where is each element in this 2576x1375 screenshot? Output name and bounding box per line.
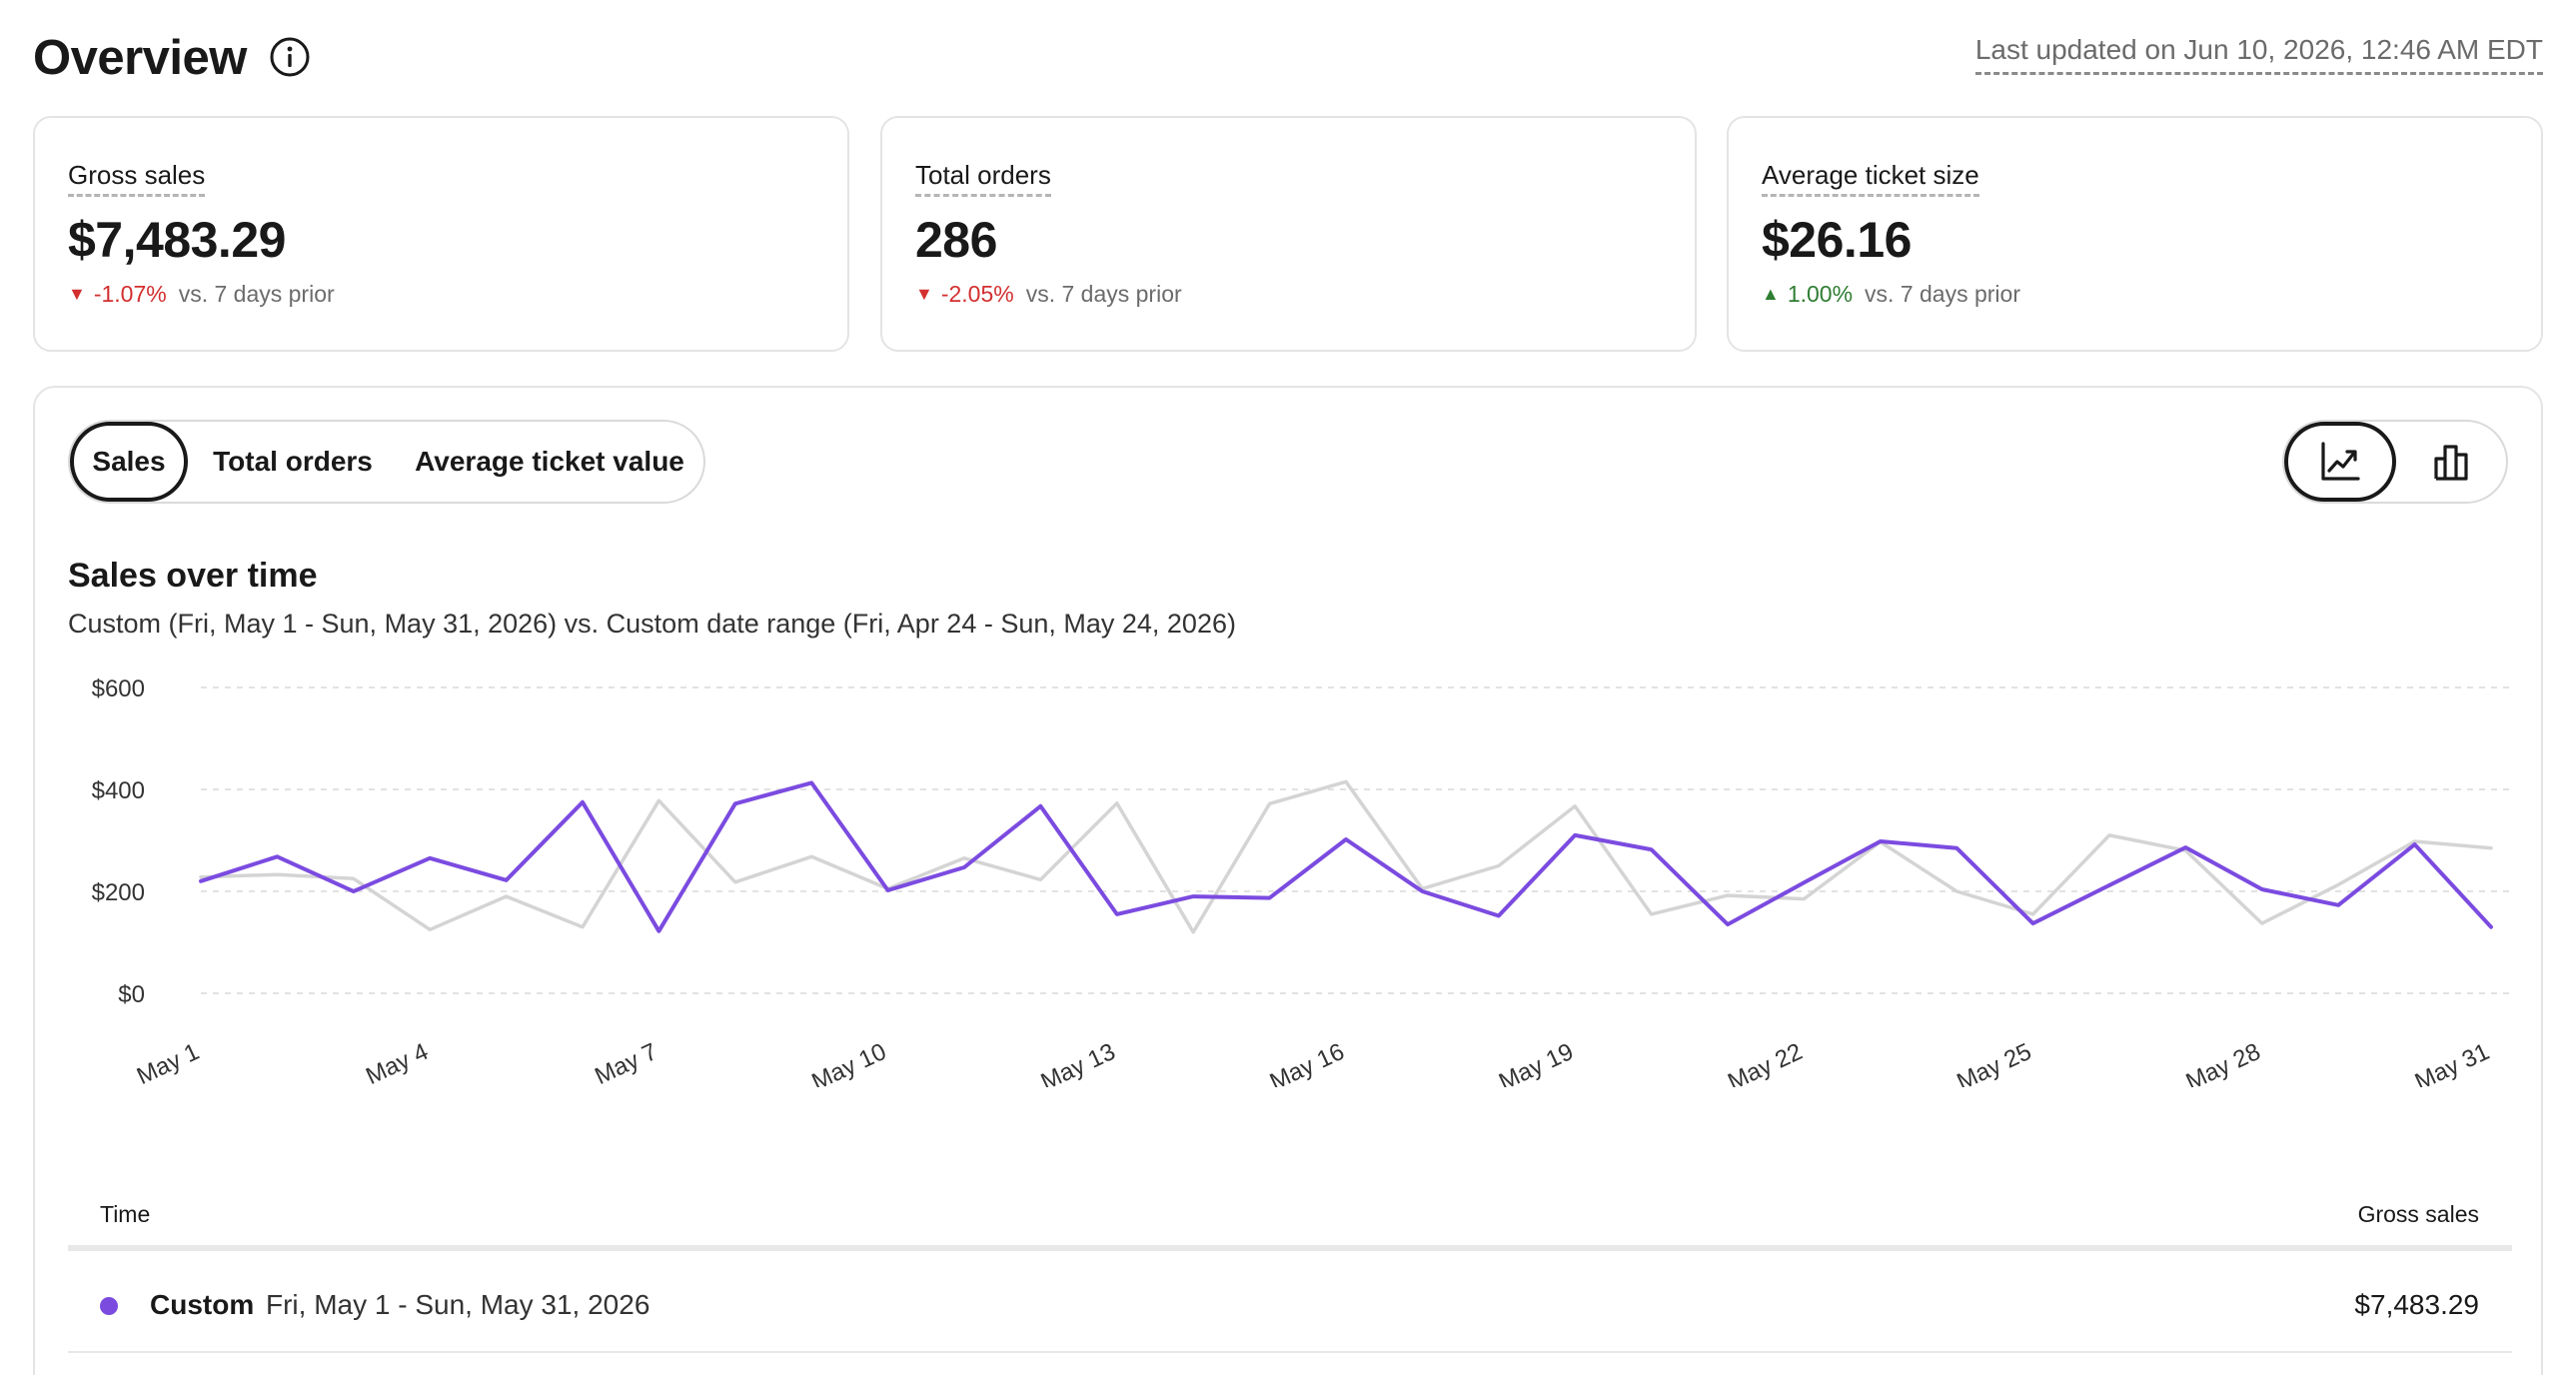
series-color-dot (100, 1297, 118, 1315)
y-tick-label: $0 (118, 981, 145, 1008)
col-header-time[interactable]: Time (100, 1201, 151, 1227)
tab-total-orders[interactable]: Total orders (213, 446, 373, 477)
info-circle-icon[interactable] (269, 36, 311, 78)
triangle-down-icon: ▼ (915, 284, 933, 304)
row-name: Custom (150, 1289, 255, 1320)
y-tick-label: $600 (92, 676, 145, 702)
kpi-card-total-orders: Total orders 286 ▼ -2.05% vs. 7 days pri… (880, 116, 1697, 352)
table-header: Time Gross sales (68, 1191, 2512, 1251)
x-tick-label: May 31 (2411, 1038, 2494, 1087)
y-tick-label: $200 (92, 879, 145, 906)
delta-comparison: vs. 7 days prior (1865, 281, 2020, 307)
chart-type-toggle (2282, 420, 2508, 504)
x-tick-label: May 19 (1495, 1038, 1578, 1087)
x-tick-label: May 7 (591, 1038, 661, 1087)
x-tick-label: May 25 (1952, 1038, 2035, 1087)
delta-percent: -2.05% (940, 281, 1014, 307)
tab-average-ticket-value[interactable]: Average ticket value (415, 446, 684, 477)
kpi-delta: ▼ -2.05% vs. 7 days prior (915, 278, 1182, 310)
kpi-value: $7,483.29 (68, 212, 286, 268)
x-tick-label: May 10 (807, 1038, 890, 1087)
kpi-value: 286 (915, 212, 997, 268)
col-header-gross-sales[interactable]: Gross sales (2357, 1201, 2479, 1227)
line-chart-icon (2321, 442, 2360, 481)
tab-sales[interactable]: Sales (70, 422, 188, 502)
line-chart-button[interactable] (2284, 422, 2396, 502)
last-updated-text[interactable]: Last updated on Jun 10, 2026, 12:46 AM E… (1974, 30, 2543, 75)
table-row: Custom Fri, May 1 - Sun, May 31, 2026 $7… (68, 1257, 2512, 1353)
chart-title: Sales over time (68, 557, 318, 595)
chart-subtitle: Custom (Fri, May 1 - Sun, May 31, 2026) … (68, 609, 1236, 639)
kpi-card-gross-sales: Gross sales $7,483.29 ▼ -1.07% vs. 7 day… (33, 116, 849, 352)
delta-comparison: vs. 7 days prior (178, 281, 335, 307)
kpi-label[interactable]: Gross sales (68, 158, 206, 197)
kpi-card-average-ticket-size: Average ticket size $26.16 ▲ 1.00% vs. 7… (1727, 116, 2543, 352)
delta-percent: -1.07% (93, 281, 167, 307)
x-tick-label: May 13 (1037, 1038, 1120, 1087)
x-tick-label: May 1 (133, 1038, 204, 1087)
x-tick-label: May 16 (1266, 1038, 1349, 1087)
page-title: Overview (33, 31, 247, 85)
y-tick-label: $400 (92, 777, 145, 804)
kpi-value: $26.16 (1762, 212, 1912, 268)
page-header: Overview Last updated on Jun 10, 2026, 1… (33, 28, 2543, 88)
bar-chart-icon (2434, 445, 2468, 481)
kpi-label[interactable]: Average ticket size (1762, 158, 1979, 197)
sales-chart-card: Sales Total orders Average ticket value … (33, 386, 2543, 1375)
triangle-down-icon: ▼ (68, 284, 86, 304)
x-tick-label: May 28 (2182, 1038, 2265, 1087)
series-line (199, 779, 2493, 934)
triangle-up-icon: ▲ (1762, 284, 1780, 304)
series-line (199, 780, 2493, 933)
kpi-delta: ▲ 1.00% vs. 7 days prior (1762, 278, 2020, 310)
sales-line-chart[interactable]: $600 $400 $200 $0 May 1 May 4 May 7 May 10 May 1… (35, 668, 2541, 1087)
x-tick-label: May 22 (1724, 1038, 1807, 1087)
bar-chart-button[interactable] (2396, 422, 2508, 502)
delta-comparison: vs. 7 days prior (1025, 281, 1182, 307)
delta-percent: 1.00% (1787, 281, 1854, 307)
x-tick-label: May 4 (362, 1038, 433, 1087)
metric-tabs: Sales Total orders Average ticket value (68, 420, 705, 504)
kpi-label[interactable]: Total orders (915, 158, 1051, 197)
kpi-delta: ▼ -1.07% vs. 7 days prior (68, 278, 335, 310)
row-date-range: Fri, May 1 - Sun, May 31, 2026 (266, 1289, 650, 1320)
row-value: $7,483.29 (2354, 1289, 2479, 1320)
